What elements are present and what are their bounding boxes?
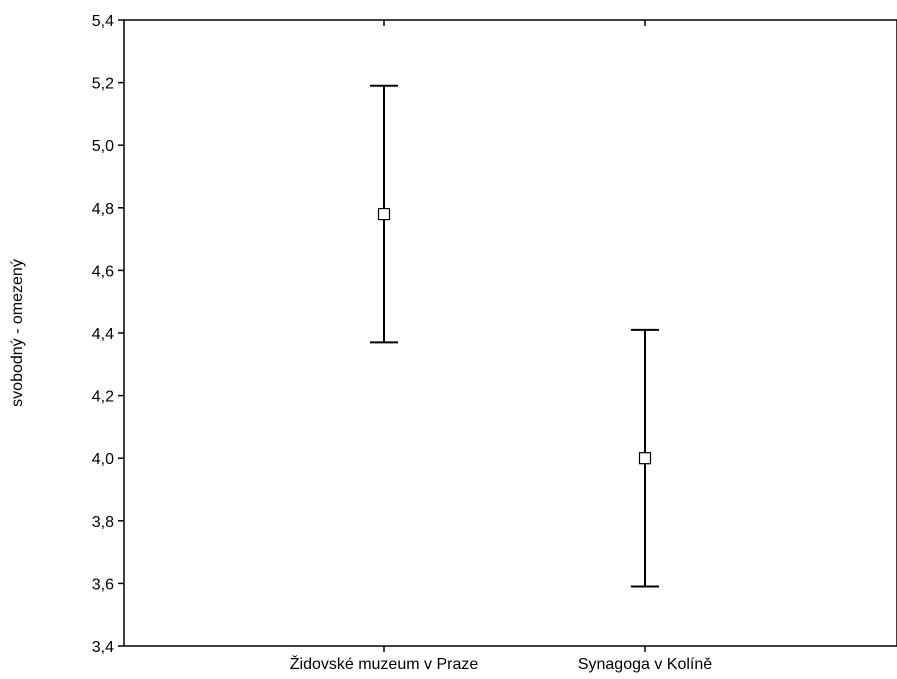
y-axis: 3,4 3,6 3,8 4,0 4,2 4,4 4,6 4,8 5,0 5,2 5,4 [92,13,124,656]
y-tick-label: 3,4 [92,639,114,656]
y-tick-label: 3,6 [92,576,114,593]
x-tick-label: Židovské muzeum v Praze [290,654,479,673]
y-tick-label: 5,2 [92,76,114,93]
y-tick-label: 4,4 [92,326,114,343]
mean-point-marker [638,452,652,465]
y-tick-label: 4,0 [92,451,114,468]
y-tick-label: 4,2 [92,389,114,406]
y-tick-label: 5,4 [92,13,114,30]
y-tick-label: 5,0 [92,138,114,155]
data-marks [370,84,659,588]
x-tick-label: Synagoga v Kolíně [578,656,712,673]
plot-frame [123,19,897,647]
mean-point-marker [377,207,391,221]
y-tick-label: 3,8 [92,514,114,531]
x-axis: Židovské muzeum v Praze Synagoga v Kolíně [290,20,712,673]
y-tick-label: 4,8 [92,201,114,218]
y-tick-label: 4,6 [92,263,114,280]
y-axis-title: svobodný - omezený [9,259,26,407]
